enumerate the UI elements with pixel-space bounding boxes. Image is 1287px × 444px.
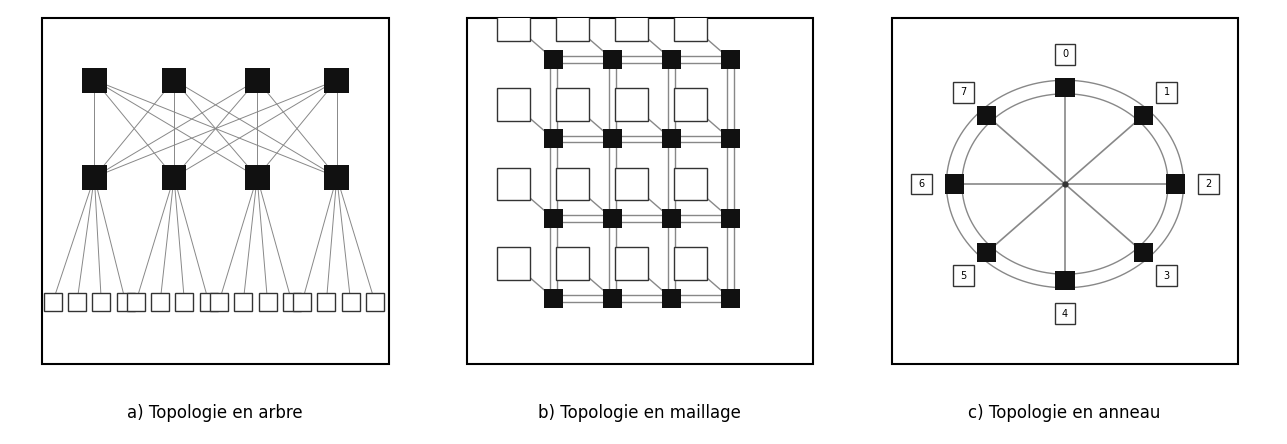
Bar	[556, 167, 589, 200]
Bar	[259, 293, 277, 311]
Text: b) Topologie en maillage: b) Topologie en maillage	[538, 404, 741, 422]
Text: 1: 1	[1163, 87, 1170, 97]
Bar	[497, 247, 530, 280]
Bar	[674, 167, 707, 200]
Bar	[199, 293, 218, 311]
Bar	[615, 247, 649, 280]
Bar	[615, 88, 649, 121]
Bar	[497, 88, 530, 121]
Bar	[293, 293, 311, 311]
Text: 6: 6	[918, 179, 924, 189]
Bar	[162, 67, 187, 92]
Bar	[604, 130, 622, 148]
Bar	[1198, 174, 1219, 194]
Bar	[1166, 174, 1185, 194]
Bar	[977, 106, 996, 125]
Bar	[127, 293, 145, 311]
Bar	[945, 174, 964, 194]
Bar	[1055, 78, 1075, 96]
Bar	[117, 293, 135, 311]
Bar	[1156, 82, 1178, 103]
Bar	[674, 8, 707, 41]
Bar	[210, 293, 228, 311]
Bar	[341, 293, 359, 311]
Bar	[324, 165, 349, 190]
Bar	[151, 293, 169, 311]
Bar	[674, 247, 707, 280]
Bar	[977, 243, 996, 262]
Bar	[1134, 243, 1153, 262]
Bar	[556, 88, 589, 121]
Bar	[245, 67, 269, 92]
Bar	[662, 130, 681, 148]
Bar	[1134, 106, 1153, 125]
Bar	[544, 50, 564, 69]
Bar	[544, 289, 564, 308]
Bar	[68, 293, 86, 311]
Bar	[911, 174, 932, 194]
Bar	[721, 50, 740, 69]
Bar	[556, 8, 589, 41]
Bar	[318, 293, 336, 311]
Bar	[662, 289, 681, 308]
Bar	[1156, 266, 1178, 286]
Bar	[82, 67, 107, 92]
Bar	[283, 293, 301, 311]
Bar	[952, 266, 974, 286]
Bar	[497, 8, 530, 41]
Bar	[615, 8, 649, 41]
Bar	[604, 50, 622, 69]
Bar	[721, 289, 740, 308]
Bar	[234, 293, 252, 311]
Bar	[604, 209, 622, 228]
Text: a) Topologie en arbre: a) Topologie en arbre	[127, 404, 302, 422]
Bar	[544, 209, 564, 228]
Bar	[604, 289, 622, 308]
Bar	[366, 293, 384, 311]
Text: 0: 0	[1062, 49, 1068, 59]
Bar	[556, 247, 589, 280]
Text: 3: 3	[1163, 271, 1170, 281]
Bar	[674, 88, 707, 121]
Text: 2: 2	[1206, 179, 1212, 189]
Text: 4: 4	[1062, 309, 1068, 319]
Bar	[324, 67, 349, 92]
Bar	[1054, 44, 1076, 64]
Bar	[162, 165, 187, 190]
Bar	[662, 50, 681, 69]
Bar	[721, 209, 740, 228]
Bar	[497, 167, 530, 200]
Bar	[1054, 304, 1076, 324]
Bar	[82, 165, 107, 190]
Bar	[1055, 271, 1075, 290]
Bar	[175, 293, 193, 311]
Text: 5: 5	[960, 271, 967, 281]
Bar	[952, 82, 974, 103]
Bar	[662, 209, 681, 228]
Bar	[93, 293, 111, 311]
Bar	[245, 165, 269, 190]
Bar	[721, 130, 740, 148]
Bar	[44, 293, 62, 311]
Bar	[615, 167, 649, 200]
Text: c) Topologie en anneau: c) Topologie en anneau	[968, 404, 1161, 422]
Text: 7: 7	[960, 87, 967, 97]
Bar	[544, 130, 564, 148]
